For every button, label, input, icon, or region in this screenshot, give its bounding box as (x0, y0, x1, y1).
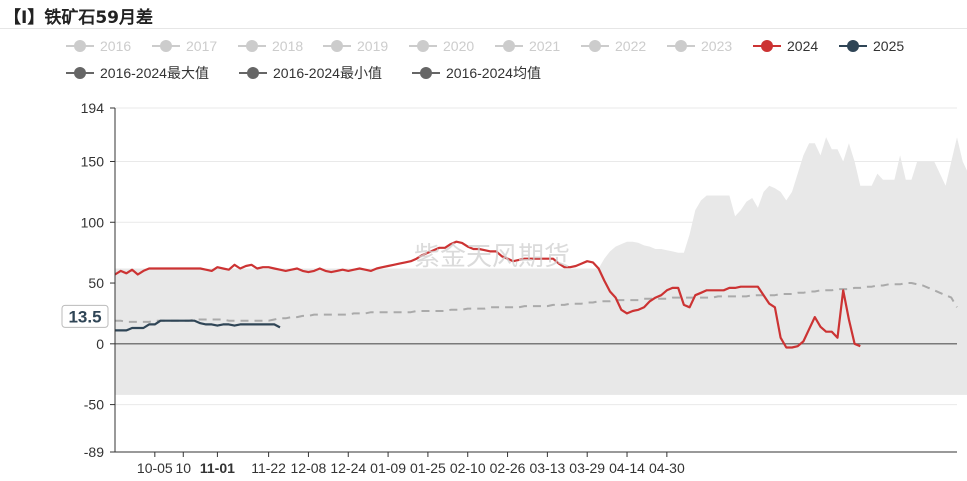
x-tick-label: 04-30 (649, 460, 685, 476)
legend-label: 2019 (357, 38, 388, 54)
legend-item-2018[interactable]: 2018 (238, 38, 303, 54)
legend-item-2016-2024均值[interactable]: 2016-2024均值 (412, 65, 541, 81)
x-tick-label: 12-24 (330, 460, 366, 476)
y-tick-label: 0 (96, 336, 104, 352)
current-value-tag: 13.5 (61, 304, 109, 328)
x-tick-label: 12-08 (291, 460, 327, 476)
y-tick-label: 100 (81, 214, 105, 230)
legend-marker-icon (331, 40, 343, 52)
x-tick-label: 02-10 (450, 460, 486, 476)
x-tick-label: 01-25 (410, 460, 446, 476)
legend-marker-icon (417, 40, 429, 52)
legend-item-2016[interactable]: 2016 (66, 38, 131, 54)
legend-marker-icon (74, 67, 86, 79)
x-tick-label: 03-29 (569, 460, 605, 476)
legend-item-2016-2024最小值[interactable]: 2016-2024最小值 (239, 65, 382, 81)
y-tick-label: 50 (88, 275, 104, 291)
series-line-avg (115, 282, 958, 323)
legend-label: 2017 (186, 38, 217, 54)
x-tick-label: 10 (175, 460, 191, 476)
value-tag-box (61, 304, 109, 328)
min-max-band (115, 137, 967, 395)
legend-label: 2022 (615, 38, 646, 54)
series-line-2025 (115, 319, 281, 332)
x-tick-label: 11-22 (251, 460, 286, 476)
legend-label: 2020 (443, 38, 474, 54)
legend-item-2025[interactable]: 2025 (839, 38, 904, 54)
x-tick-label: 10-05 (137, 460, 173, 476)
legend-marker-icon (503, 40, 515, 52)
y-tick-label: 150 (81, 153, 105, 169)
x-tick-label: 01-09 (370, 460, 406, 476)
legend-marker-icon (74, 40, 86, 52)
legend-marker-icon (160, 40, 172, 52)
legend-label: 2025 (873, 38, 904, 54)
x-tick-label: 11-01 (200, 460, 235, 476)
legend-item-2021[interactable]: 2021 (495, 38, 560, 54)
value-tag-text: 13.5 (68, 307, 101, 326)
axis-layer: 194 150 100 50 0 -50 -89 10-05 10 11-01 11-22 12-08… (81, 100, 957, 476)
legend-label: 2016 (100, 38, 131, 54)
legend-label: 2018 (272, 38, 303, 54)
series-layer (114, 240, 958, 349)
legend-marker-icon (761, 40, 773, 52)
legend-item-2020[interactable]: 2020 (409, 38, 474, 54)
legend-item-2024[interactable]: 2024 (753, 38, 818, 54)
legend-marker-icon (589, 40, 601, 52)
x-tick-label: 02-26 (490, 460, 526, 476)
y-tick-label: 194 (81, 100, 105, 116)
x-tick-label: 03-13 (529, 460, 565, 476)
legend-item-2016-2024最大值[interactable]: 2016-2024最大值 (66, 65, 209, 81)
legend-label: 2023 (701, 38, 732, 54)
legend-item-2019[interactable]: 2019 (323, 38, 388, 54)
legend-item-2017[interactable]: 2017 (152, 38, 217, 54)
legend-label: 2016-2024最小值 (273, 65, 382, 81)
series-line-2024 (114, 240, 861, 349)
legend-label: 2016-2024均值 (446, 65, 541, 81)
legend-label: 2016-2024最大值 (100, 65, 209, 81)
y-tick-label: -89 (84, 444, 104, 460)
legend: 2016 2017 2018 2019 2020 2021 2022 2023 2024 2025… (66, 38, 904, 81)
chart-title: 【I】铁矿石59月差 (4, 8, 153, 28)
legend-marker-icon (847, 40, 859, 52)
min-max-area (115, 137, 967, 395)
legend-marker-icon (675, 40, 687, 52)
legend-marker-icon (247, 67, 259, 79)
legend-marker-icon (420, 67, 432, 79)
y-tick-label: -50 (84, 397, 104, 413)
title-divider (0, 28, 967, 29)
legend-marker-icon (246, 40, 258, 52)
watermark-text: 紫金天风期货 (414, 242, 570, 272)
legend-item-2023[interactable]: 2023 (667, 38, 732, 54)
legend-item-2022[interactable]: 2022 (581, 38, 646, 54)
x-tick-label: 04-14 (609, 460, 645, 476)
legend-label: 2021 (529, 38, 560, 54)
legend-label: 2024 (787, 38, 818, 54)
